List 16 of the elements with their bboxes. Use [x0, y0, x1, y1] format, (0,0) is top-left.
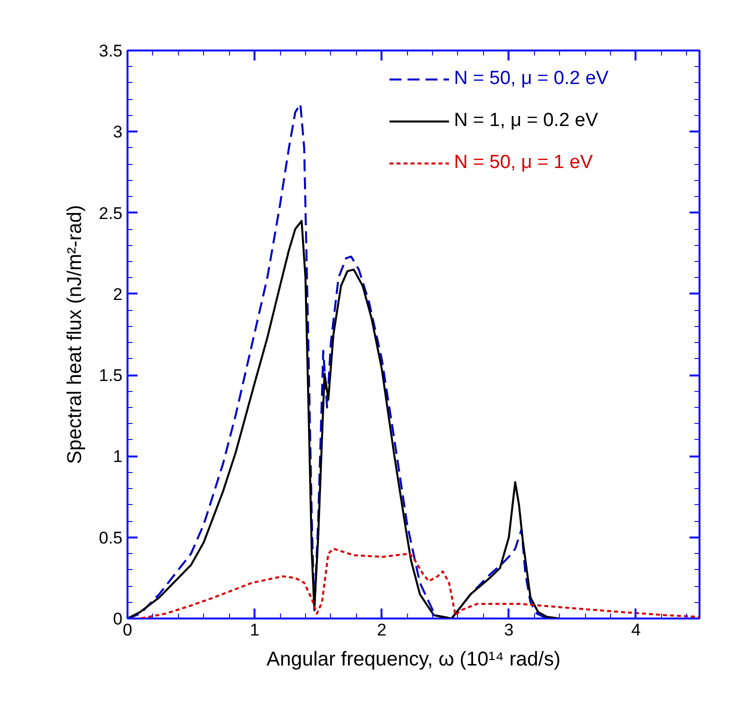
y-tick-label: 3	[113, 122, 123, 142]
legend-label: N = 1, μ = 0.2 eV	[454, 110, 598, 132]
y-tick-label: 3.5	[98, 42, 123, 60]
legend-label: N = 50, μ = 1 eV	[454, 152, 593, 174]
x-tick-label: 4	[631, 620, 641, 640]
y-tick-label: 1.5	[98, 366, 123, 386]
y-tick-label: 2	[113, 284, 123, 304]
x-axis-title: Angular frequency, ω (10¹⁴ rad/s)	[266, 648, 560, 670]
x-tick-label: 3	[504, 620, 514, 640]
legend-label: N = 50, μ = 0.2 eV	[454, 68, 609, 90]
x-tick-label: 1	[250, 620, 260, 640]
y-tick-label: 0.5	[98, 528, 123, 548]
y-axis-title: Spectral heat flux (nJ/m²-rad)	[64, 205, 86, 464]
y-tick-label: 1	[113, 447, 123, 466]
x-tick-label: 2	[376, 620, 386, 640]
y-tick-label: 2.5	[98, 204, 123, 223]
